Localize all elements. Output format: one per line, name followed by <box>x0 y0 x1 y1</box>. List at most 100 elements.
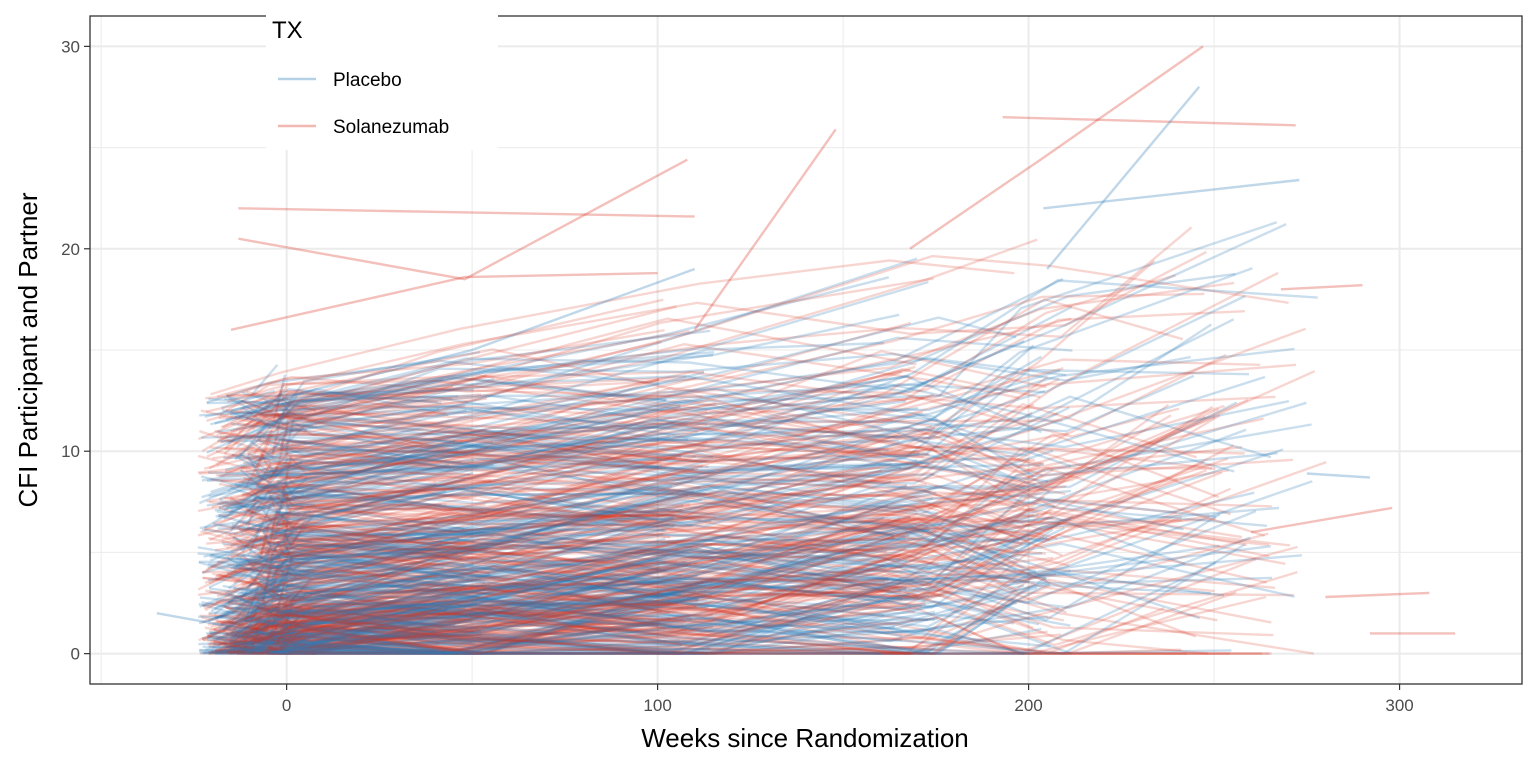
trajectory-solanezumab <box>212 532 1067 614</box>
trajectory-placebo <box>221 617 272 625</box>
trajectory-placebo <box>266 537 1050 606</box>
trajectory-placebo <box>249 374 910 499</box>
trajectory-placebo <box>203 585 695 655</box>
trajectory-placebo <box>230 439 900 511</box>
trajectory-placebo <box>254 453 709 540</box>
trajectory-solanezumab <box>251 499 295 506</box>
trajectory-solanezumab <box>206 483 1035 562</box>
trajectory-solanezumab <box>203 527 277 546</box>
trajectory-placebo <box>229 625 895 655</box>
trajectory-placebo <box>230 499 301 518</box>
trajectory-placebo <box>274 395 299 424</box>
trajectory-placebo <box>202 614 691 655</box>
trajectory-solanezumab <box>1280 284 1363 291</box>
trajectory-placebo <box>214 378 444 425</box>
trajectory-placebo <box>249 421 676 472</box>
trajectory-solanezumab <box>219 374 681 416</box>
trajectory-solanezumab <box>209 618 676 655</box>
trajectory-solanezumab <box>215 447 1243 581</box>
trajectory-solanezumab <box>228 485 1067 592</box>
trajectory-placebo <box>220 649 477 655</box>
trajectory-solanezumab <box>271 455 697 546</box>
trajectory-solanezumab <box>238 446 1245 609</box>
trajectory-solanezumab <box>197 403 717 474</box>
trajectory-solanezumab <box>264 365 916 476</box>
trajectory-solanezumab <box>220 340 662 429</box>
trajectory-solanezumab <box>262 439 660 503</box>
trajectory-solanezumab <box>200 626 1230 655</box>
trajectory-solanezumab <box>203 573 309 610</box>
trajectory-solanezumab <box>240 458 1030 631</box>
trajectory-placebo <box>250 425 453 505</box>
trajectory-solanezumab <box>284 457 1229 559</box>
trajectory-placebo <box>224 613 440 655</box>
trajectory-solanezumab <box>249 513 312 544</box>
trajectory-solanezumab <box>241 542 1276 652</box>
trajectory-placebo <box>228 537 1048 655</box>
trajectory-solanezumab <box>202 575 438 587</box>
trajectory-placebo <box>251 364 279 395</box>
trajectory-placebo <box>266 561 700 620</box>
trajectory-placebo <box>226 633 313 653</box>
trajectory-solanezumab <box>270 511 1052 606</box>
y-tick-label: 30 <box>61 37 80 56</box>
trajectory-placebo <box>231 435 671 474</box>
trajectory-placebo <box>225 435 1016 481</box>
trajectory-solanezumab <box>264 445 930 594</box>
trajectory-solanezumab <box>255 462 273 488</box>
trajectory-solanezumab <box>203 441 463 470</box>
trajectory-solanezumab <box>226 375 687 398</box>
trajectory-placebo <box>262 587 438 648</box>
trajectory-placebo <box>283 514 489 554</box>
trajectory-solanezumab <box>252 591 662 652</box>
trajectory-solanezumab <box>227 563 704 589</box>
trajectory-solanezumab <box>275 495 285 506</box>
trajectory-placebo <box>276 374 287 406</box>
trajectory-placebo <box>218 494 275 509</box>
trajectory-placebo <box>217 527 459 556</box>
trajectory-solanezumab <box>244 469 1207 533</box>
trajectory-solanezumab <box>275 605 698 655</box>
trajectory-placebo <box>244 580 441 626</box>
trajectory-placebo <box>266 600 1016 655</box>
trajectory-placebo <box>212 622 490 640</box>
trajectory-placebo <box>220 389 275 410</box>
trajectory-solanezumab <box>254 430 273 469</box>
trajectory-placebo <box>228 610 659 651</box>
trajectory-placebo <box>199 625 1025 655</box>
trajectory-solanezumab <box>270 466 667 562</box>
trajectory-placebo <box>234 483 281 489</box>
trajectory-solanezumab <box>261 622 449 643</box>
trajectory-placebo <box>229 411 304 416</box>
trajectory-placebo <box>241 489 1072 645</box>
trajectory-solanezumab <box>272 521 1061 594</box>
trajectory-solanezumab <box>249 525 930 604</box>
y-axis-title: CFI Participant and Partner <box>13 192 43 507</box>
trajectory-solanezumab <box>254 558 490 595</box>
trajectory-solanezumab <box>259 592 270 616</box>
trajectory-solanezumab <box>208 500 303 508</box>
trajectory-placebo <box>281 560 445 576</box>
trajectory-placebo <box>233 587 283 593</box>
trajectory-placebo <box>285 377 667 452</box>
trajectory-solanezumab <box>245 508 1017 591</box>
trajectory-solanezumab <box>227 535 910 619</box>
trajectory-placebo <box>225 351 715 412</box>
trajectory-placebo <box>241 481 1031 546</box>
trajectory-placebo <box>281 329 711 407</box>
trajectory-placebo <box>274 387 1050 493</box>
trajectory-solanezumab <box>224 650 291 655</box>
trajectory-placebo <box>243 603 482 636</box>
trajectory-solanezumab <box>283 461 927 527</box>
trajectory-placebo <box>270 638 285 645</box>
trajectory-solanezumab <box>218 502 926 552</box>
trajectory-placebo <box>248 577 277 587</box>
trajectory-solanezumab <box>238 207 695 218</box>
trajectory-placebo <box>201 553 696 593</box>
trajectory-solanezumab <box>260 458 1294 655</box>
legend: TX Placebo Solanezumab <box>266 14 498 150</box>
trajectory-solanezumab <box>210 376 697 453</box>
trajectory-placebo <box>278 630 295 653</box>
trajectory-solanezumab <box>247 532 1269 604</box>
trajectory-placebo <box>201 578 914 646</box>
